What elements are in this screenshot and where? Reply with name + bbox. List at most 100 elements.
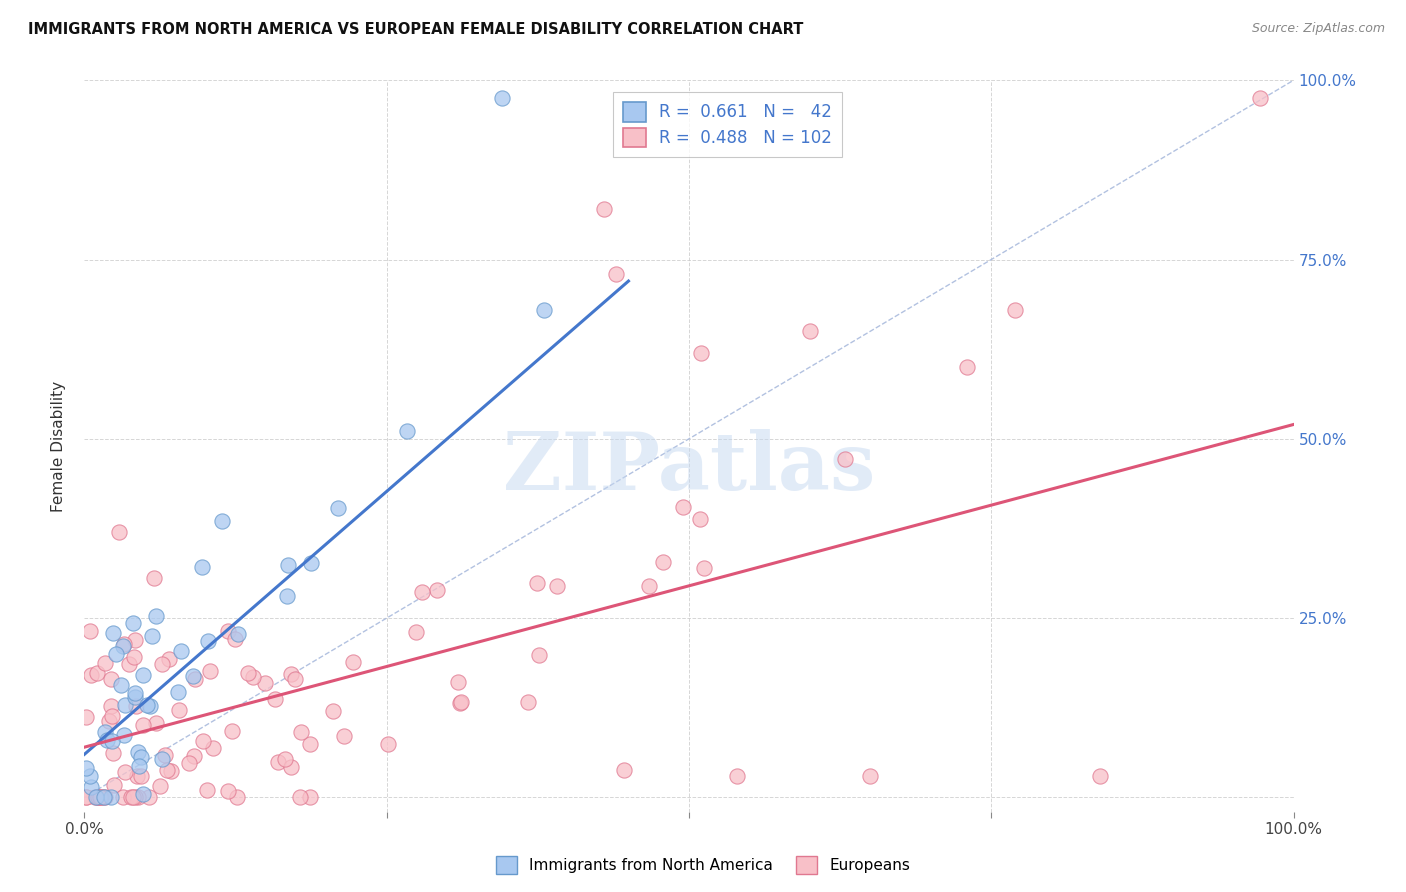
Point <box>79 624 101 639</box>
Point <box>96 732 118 747</box>
Point <box>124 790 146 805</box>
Point <box>129 769 152 783</box>
Point <box>226 790 249 805</box>
Point <box>516 694 538 708</box>
Point <box>86 666 108 681</box>
Point <box>110 678 132 692</box>
Point <box>449 696 471 710</box>
Point <box>859 769 882 783</box>
Point <box>124 686 146 700</box>
Point <box>94 656 117 670</box>
Point <box>529 648 551 662</box>
Text: IMMIGRANTS FROM NORTH AMERICA VS EUROPEAN FEMALE DISABILITY CORRELATION CHART: IMMIGRANTS FROM NORTH AMERICA VS EUROPEA… <box>28 22 803 37</box>
Y-axis label: Female Disability: Female Disability <box>51 380 66 512</box>
Point <box>447 675 470 690</box>
Point <box>132 717 155 731</box>
Point <box>217 784 239 798</box>
Point <box>228 627 250 641</box>
Point <box>280 760 302 774</box>
Point <box>105 648 128 662</box>
Point <box>690 345 713 359</box>
Point <box>405 624 427 639</box>
Point <box>613 764 636 778</box>
Point <box>160 764 183 778</box>
Point <box>198 664 221 678</box>
Point <box>283 672 305 686</box>
Point <box>526 576 548 591</box>
Point <box>276 589 298 603</box>
Point <box>87 790 110 805</box>
Point <box>145 609 167 624</box>
Point <box>167 685 190 699</box>
Point <box>167 703 190 717</box>
Point <box>652 555 675 569</box>
Point <box>411 585 433 599</box>
Point <box>141 629 163 643</box>
Point <box>150 657 173 672</box>
Point <box>94 790 117 805</box>
Point <box>195 783 218 797</box>
Point <box>956 360 979 375</box>
Point <box>100 790 122 805</box>
Point <box>101 708 124 723</box>
Point <box>277 558 299 573</box>
Point <box>108 525 131 540</box>
Point <box>138 790 160 805</box>
Point <box>181 669 204 683</box>
Point <box>122 650 145 665</box>
Point <box>638 578 661 592</box>
Point <box>450 695 472 709</box>
Point <box>114 765 136 780</box>
Point <box>79 769 101 783</box>
Point <box>288 790 311 805</box>
Point <box>593 202 616 217</box>
Point <box>274 752 297 766</box>
Point <box>211 515 233 529</box>
Point <box>124 690 146 705</box>
Point <box>1088 769 1111 783</box>
Point <box>118 657 141 671</box>
Point <box>169 644 191 658</box>
Point <box>122 616 145 631</box>
Legend: R =  0.661   N =   42, R =  0.488   N = 102: R = 0.661 N = 42, R = 0.488 N = 102 <box>613 92 842 157</box>
Point <box>75 790 97 805</box>
Point <box>143 571 166 585</box>
Point <box>111 790 134 805</box>
Point <box>84 790 107 805</box>
Point <box>177 756 200 771</box>
Point <box>218 624 240 638</box>
Point <box>377 738 399 752</box>
Point <box>396 424 419 438</box>
Point <box>127 746 149 760</box>
Point <box>149 779 172 793</box>
Point <box>157 651 180 665</box>
Text: Source: ZipAtlas.com: Source: ZipAtlas.com <box>1251 22 1385 36</box>
Point <box>100 698 122 713</box>
Point <box>799 324 821 338</box>
Point <box>100 672 122 686</box>
Point <box>332 729 354 743</box>
Point <box>153 747 176 762</box>
Point <box>120 790 142 805</box>
Point <box>693 561 716 575</box>
Point <box>93 790 115 805</box>
Point <box>75 790 97 805</box>
Point <box>191 733 214 747</box>
Point <box>124 632 146 647</box>
Point <box>491 91 513 105</box>
Point <box>253 676 276 690</box>
Point <box>221 723 243 738</box>
Point <box>100 734 122 748</box>
Point <box>86 790 108 805</box>
Point <box>426 583 449 598</box>
Point <box>127 790 149 805</box>
Point <box>112 637 135 651</box>
Point <box>103 778 125 792</box>
Point <box>342 655 364 669</box>
Legend: Immigrants from North America, Europeans: Immigrants from North America, Europeans <box>489 850 917 880</box>
Point <box>125 699 148 714</box>
Point <box>533 302 555 317</box>
Point <box>267 755 290 769</box>
Point <box>131 750 153 764</box>
Point <box>111 639 134 653</box>
